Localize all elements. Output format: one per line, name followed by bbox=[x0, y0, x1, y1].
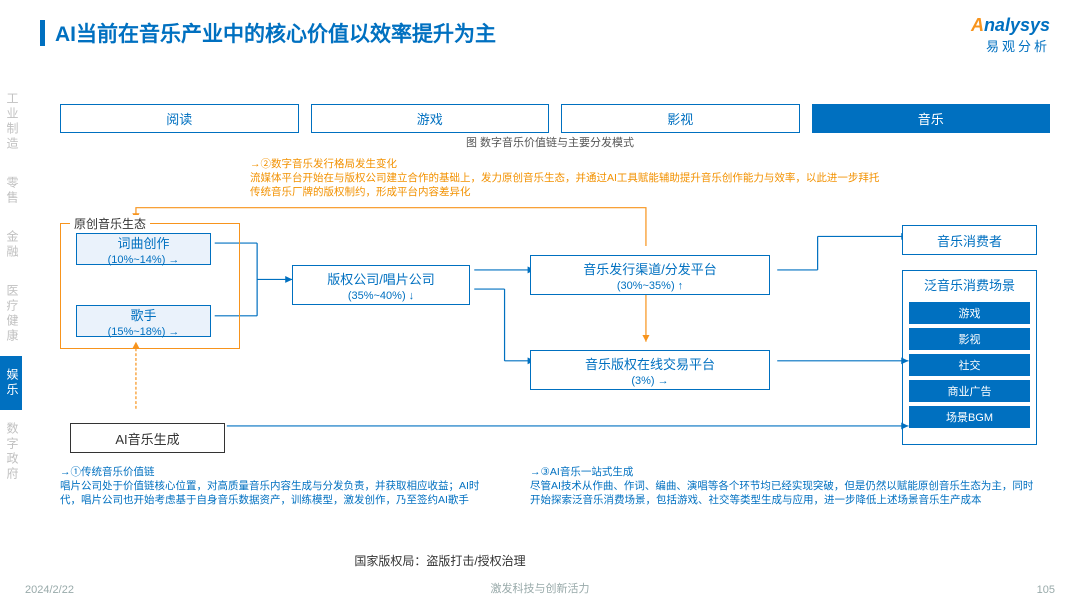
note-blue-right: →③AI音乐一站式生成 尽管AI技术从作曲、作词、编曲、演唱等各个环节均已经实现… bbox=[530, 465, 1035, 508]
box-label-company: 版权公司/唱片公司 (35%~40%) ↓ bbox=[292, 265, 470, 305]
sidebar: 工业制造 零售 金融 医疗健康 娱乐 数字政府 bbox=[0, 80, 22, 494]
sidebar-item-finance[interactable]: 金融 bbox=[0, 218, 22, 272]
distrib-pct: (30%~35%) ↑ bbox=[617, 280, 683, 292]
title-accent bbox=[40, 20, 45, 46]
tab-reading[interactable]: 阅读 bbox=[60, 104, 299, 133]
title-bar: AI当前在音乐产业中的核心价值以效率提升为主 bbox=[0, 0, 1080, 58]
page-title: AI当前在音乐产业中的核心价值以效率提升为主 bbox=[55, 18, 496, 48]
logo-cap: A bbox=[971, 15, 984, 35]
footer-center: 激发科技与创新活力 bbox=[0, 580, 1080, 596]
bottom-label: 国家版权局：盗版打击/授权治理 bbox=[280, 552, 600, 569]
note-blue-left: →①传统音乐价值链 唱片公司处于价值链核心位置，对高质量音乐内容生成与分发负责，… bbox=[60, 465, 495, 508]
singer-pct: (15%~18%) → bbox=[108, 326, 180, 338]
box-trading: 音乐版权在线交易平台 (3%) → bbox=[530, 350, 770, 390]
label-company-pct: (35%~40%) ↓ bbox=[348, 290, 414, 302]
trading-label: 音乐版权在线交易平台 bbox=[585, 354, 715, 373]
sidebar-item-entertainment[interactable]: 娱乐 bbox=[0, 356, 22, 410]
sidebar-item-medical[interactable]: 医疗健康 bbox=[0, 272, 22, 356]
consumer-label: 音乐消费者 bbox=[937, 231, 1002, 250]
singer-label: 歌手 bbox=[130, 305, 156, 324]
label-company-label: 版权公司/唱片公司 bbox=[327, 269, 435, 288]
creation-label: 词曲创作 bbox=[117, 233, 169, 252]
distrib-label: 音乐发行渠道/分发平台 bbox=[583, 259, 717, 278]
sidebar-item-industry[interactable]: 工业制造 bbox=[0, 80, 22, 164]
sidebar-item-retail[interactable]: 零售 bbox=[0, 164, 22, 218]
box-consume-scenes: 泛音乐消费场景 游戏 影视 社交 商业广告 场景BGM bbox=[902, 270, 1037, 445]
trading-pct: (3%) → bbox=[631, 375, 668, 387]
tab-film[interactable]: 影视 bbox=[561, 104, 800, 133]
logo-rest: nalysys bbox=[984, 15, 1050, 35]
consume-head: 泛音乐消费场景 bbox=[903, 271, 1036, 298]
consume-item-ad: 商业广告 bbox=[909, 380, 1030, 402]
creation-pct: (10%~14%) → bbox=[108, 254, 180, 266]
consume-item-social: 社交 bbox=[909, 354, 1030, 376]
group-label: 原创音乐生态 bbox=[70, 215, 150, 232]
consume-item-bgm: 场景BGM bbox=[909, 406, 1030, 428]
consume-item-game: 游戏 bbox=[909, 302, 1030, 324]
content-area: 阅读 游戏 影视 音乐 图 数字音乐价值链与主要分发模式 bbox=[40, 80, 1060, 578]
box-consumer: 音乐消费者 bbox=[902, 225, 1037, 255]
logo-sub: 易观分析 bbox=[971, 36, 1050, 55]
box-distribution: 音乐发行渠道/分发平台 (30%~35%) ↑ bbox=[530, 255, 770, 295]
sidebar-item-gov[interactable]: 数字政府 bbox=[0, 410, 22, 494]
diagram: 原创音乐生态 词曲创作 (10%~14%) → 歌手 (15%~18%) → 版… bbox=[40, 155, 1060, 538]
tabs: 阅读 游戏 影视 音乐 bbox=[60, 104, 1050, 133]
ai-gen-label: AI音乐生成 bbox=[115, 429, 179, 448]
logo: Analysys 易观分析 bbox=[971, 15, 1050, 55]
tab-game[interactable]: 游戏 bbox=[311, 104, 550, 133]
box-ai-gen: AI音乐生成 bbox=[70, 423, 225, 453]
footer-page: 105 bbox=[1037, 584, 1055, 596]
consume-item-film: 影视 bbox=[909, 328, 1030, 350]
tab-music[interactable]: 音乐 bbox=[812, 104, 1051, 133]
box-singer: 歌手 (15%~18%) → bbox=[76, 305, 211, 337]
note-orange: →②数字音乐发行格局发生变化 流媒体平台开始在与版权公司建立合作的基础上，发力原… bbox=[250, 157, 880, 200]
box-creation: 词曲创作 (10%~14%) → bbox=[76, 233, 211, 265]
diagram-caption: 图 数字音乐价值链与主要分发模式 bbox=[40, 134, 1060, 150]
